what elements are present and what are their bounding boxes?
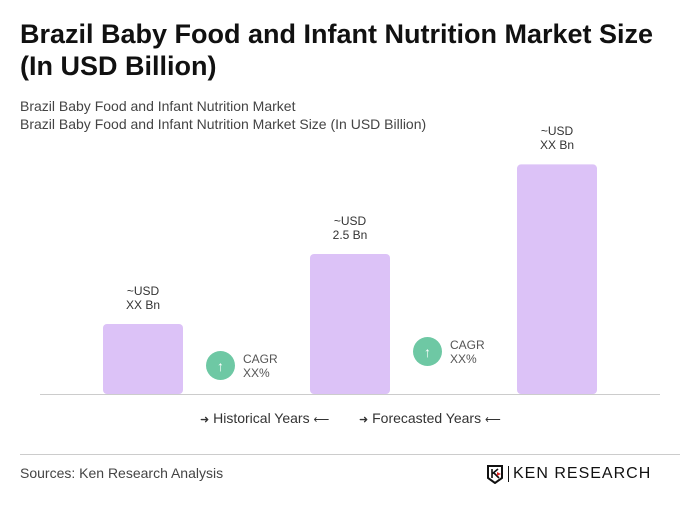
cagr-label: CAGR xyxy=(450,337,485,352)
data-label: ~USD XX Bn xyxy=(539,124,575,153)
cagr-value: XX% xyxy=(450,351,477,366)
sources: Sources: Ken Research Analysis xyxy=(20,465,224,481)
arrow-up-icon: ↑ xyxy=(206,351,235,380)
legend-label: Historical Years xyxy=(213,410,310,426)
page-title: Brazil Baby Food and Infant Nutrition Ma… xyxy=(20,19,654,81)
divider xyxy=(20,454,680,455)
cagr-label: CAGR xyxy=(243,351,278,366)
subtitle: Brazil Baby Food and Infant Nutrition Ma… xyxy=(20,98,296,114)
subtitle-2: Brazil Baby Food and Infant Nutrition Ma… xyxy=(20,116,427,132)
logo-mark-icon xyxy=(487,465,503,484)
bar xyxy=(103,324,183,394)
arrow-up-icon: ↑ xyxy=(413,337,442,366)
legend-label: Forecasted Years xyxy=(372,410,482,426)
bar xyxy=(310,254,390,394)
cagr-badge-1: ↑ CAGR XX% xyxy=(206,351,278,380)
arrow-left-icon: ⟵ xyxy=(313,414,330,426)
ken-research-logo: KEN RESEARCH xyxy=(486,464,651,484)
arrow-left-icon: ⟵ xyxy=(484,414,501,426)
legend-forecasted: ➜ Forecasted Years ⟵ xyxy=(359,410,501,426)
cagr-value: XX% xyxy=(243,365,270,380)
arrow-right-icon: ➜ xyxy=(200,414,210,426)
cagr-badge-2: ↑ CAGR XX% xyxy=(413,337,485,366)
data-label: ~USD XX Bn xyxy=(125,284,161,312)
data-label: ~USD 2.5 Bn xyxy=(332,214,368,242)
arrow-right-icon: ➜ xyxy=(359,414,369,426)
bar xyxy=(517,164,597,394)
legend-historical: ➜ Historical Years ⟵ xyxy=(200,410,329,426)
